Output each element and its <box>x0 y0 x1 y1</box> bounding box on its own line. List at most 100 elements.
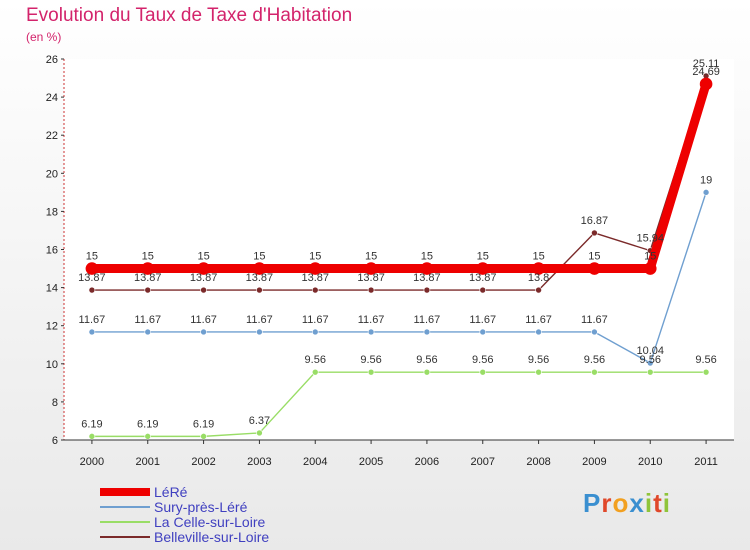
proxiti-logo: Proxiti <box>583 488 671 519</box>
data-label: 16.87 <box>581 215 609 227</box>
y-tick-label: 26 <box>46 54 58 66</box>
series-line <box>91 82 711 274</box>
data-label: 9.56 <box>584 354 605 366</box>
data-label: 9.56 <box>305 354 326 366</box>
data-label: 15 <box>365 251 377 263</box>
data-label: 9.56 <box>640 354 661 366</box>
data-label: 13.8 <box>528 272 549 284</box>
legend-label: Belleville-sur-Loire <box>154 528 270 545</box>
data-label: 11.67 <box>190 314 217 326</box>
logo-letter: t <box>653 488 663 518</box>
data-point <box>535 368 542 376</box>
logo-letter: x <box>629 488 645 518</box>
x-tick-label: 2001 <box>136 456 160 468</box>
data-point <box>311 368 319 376</box>
data-label: 15 <box>142 251 154 263</box>
data-point <box>646 368 654 376</box>
data-label: 9.56 <box>472 354 493 366</box>
data-point <box>256 286 263 294</box>
legend-swatch <box>100 505 150 508</box>
data-label: 10.04 <box>636 345 664 357</box>
data-label: 13.87 <box>469 272 497 284</box>
data-label: 6.37 <box>249 415 270 427</box>
data-point <box>702 189 710 196</box>
data-label: 9.56 <box>528 354 549 366</box>
x-tick-label: 2008 <box>526 456 550 468</box>
data-point <box>479 368 487 376</box>
series-line <box>91 371 707 438</box>
x-tick-label: 2006 <box>415 456 439 468</box>
x-tick-label: 2004 <box>303 456 327 468</box>
data-label: 11.67 <box>358 314 385 326</box>
data-point <box>535 286 542 294</box>
data-point <box>476 262 490 275</box>
data-point <box>144 286 152 294</box>
data-point <box>256 328 263 336</box>
data-label: 13.87 <box>357 272 385 284</box>
data-label: 9.56 <box>360 354 381 366</box>
data-label: 13.87 <box>134 272 162 284</box>
data-point <box>588 262 601 275</box>
x-tick-label: 2011 <box>694 456 718 468</box>
data-point <box>591 229 598 237</box>
data-point <box>253 262 266 275</box>
data-point <box>364 262 378 275</box>
data-point <box>532 262 545 275</box>
y-tick-label: 18 <box>46 206 58 218</box>
data-point <box>200 328 207 336</box>
data-label: 25.11 <box>693 58 720 70</box>
data-label: 9.56 <box>695 354 716 366</box>
x-tick-label: 2000 <box>80 456 104 468</box>
y-tick-label: 24 <box>46 92 58 104</box>
logo-letter: P <box>583 488 602 518</box>
logo-letter: o <box>612 488 630 518</box>
y-tick-label: 8 <box>52 397 58 409</box>
legend-label: Sury-près-Léré <box>154 498 248 515</box>
data-point <box>423 368 431 376</box>
logo-letter: i <box>644 488 654 518</box>
x-tick-label: 2010 <box>638 456 662 468</box>
legend-label: La Celle-sur-Loire <box>154 513 266 530</box>
data-label: 11.67 <box>469 314 496 326</box>
data-point <box>420 262 434 275</box>
legend-item-lere: LéRé <box>100 484 269 500</box>
data-point <box>646 359 654 367</box>
x-tick-label: 2002 <box>191 456 215 468</box>
data-label: 6.19 <box>81 418 102 430</box>
data-point <box>311 286 319 294</box>
legend-item-belleville: Belleville-sur-Loire <box>100 528 270 545</box>
data-label: 11.67 <box>302 314 329 326</box>
data-point <box>643 262 657 275</box>
data-label: 15 <box>644 251 656 263</box>
data-point <box>85 262 99 275</box>
legend-swatch <box>100 487 150 496</box>
data-point <box>479 286 487 294</box>
logo-letter: i <box>662 488 671 518</box>
data-label: 13.87 <box>190 272 218 284</box>
logo-letter: r <box>601 488 613 518</box>
data-label: 6.19 <box>193 418 214 430</box>
data-label: 11.67 <box>581 314 608 326</box>
y-tick-label: 6 <box>52 435 58 447</box>
data-label: 15 <box>588 251 600 263</box>
x-tick-label: 2009 <box>582 456 606 468</box>
data-point <box>144 433 152 440</box>
data-label: 15 <box>532 251 544 263</box>
y-tick-label: 16 <box>46 245 58 257</box>
data-label: 9.56 <box>416 354 437 366</box>
data-label: 11.67 <box>525 314 552 326</box>
data-point <box>200 433 207 440</box>
data-label: 19 <box>700 174 712 186</box>
data-point <box>535 328 542 336</box>
data-point <box>141 262 155 275</box>
data-point <box>423 286 431 294</box>
data-point <box>144 328 152 336</box>
data-point <box>88 433 96 440</box>
series-line <box>91 192 707 364</box>
y-tick-label: 20 <box>46 168 58 180</box>
data-point <box>311 328 319 336</box>
legend-swatch <box>100 520 150 523</box>
data-point <box>591 368 598 376</box>
data-label: 13.87 <box>413 272 441 284</box>
